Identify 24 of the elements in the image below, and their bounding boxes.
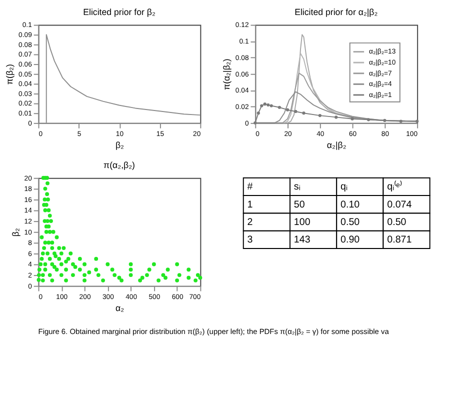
text: 0.074 (387, 199, 412, 210)
category-label: # (247, 182, 254, 193)
x-axis-title: β₂ (115, 140, 124, 150)
y-axis-title: β₂ (10, 228, 20, 237)
category-label: sᵢ (294, 182, 301, 193)
text: 3 (247, 234, 253, 246)
text: 1 (247, 199, 253, 210)
text: 100 (294, 216, 310, 228)
text: 0.10 (340, 199, 360, 210)
x-axis-title: α₂ (115, 302, 124, 313)
y-axis-title: π(α₂|β₂) (222, 58, 232, 90)
chart-title: Elicited prior for β₂ (83, 6, 156, 17)
text: 0.90 (340, 234, 360, 246)
text: 0.50 (340, 216, 360, 228)
chart-title: Elicited prior for α₂|β₂ (294, 6, 378, 17)
chart-title: π(α₂,β₂) (104, 160, 136, 170)
category-label: qᵢ (340, 182, 348, 193)
y-axis-title: π(β₂) (4, 64, 15, 85)
text: 143 (294, 234, 310, 246)
text: 50 (294, 199, 305, 210)
text: 0.871 (387, 234, 412, 246)
text: 0.50 (387, 216, 406, 228)
category-label: qᵢ⁽ᵉ⁾ (387, 180, 402, 193)
x-axis-title: α₂|β₂ (326, 140, 346, 150)
